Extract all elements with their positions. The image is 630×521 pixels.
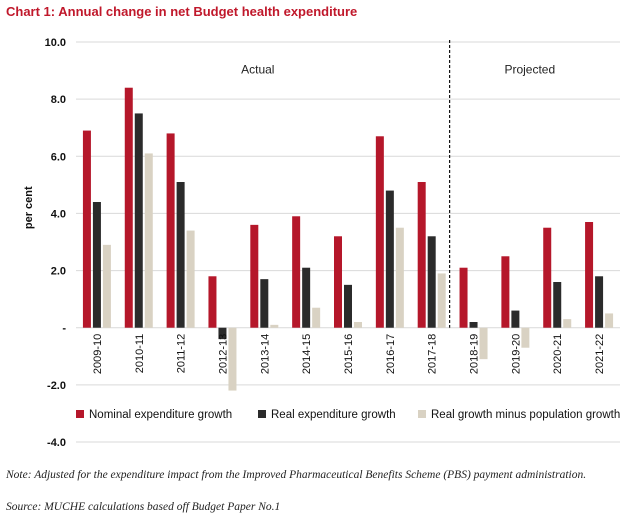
bar-2017-18-s1 — [417, 182, 426, 328]
bar-2009-10-s1 — [82, 130, 91, 328]
bar-2012-13-s2 — [218, 327, 227, 340]
y-tick-label: -2.0 — [47, 380, 66, 392]
bar-chart: 10.0 8.0 6.0 4.0 2.0 - -2.0 -4.0 2009-10 2010-11… — [23, 37, 620, 449]
bar-2014-15-s2 — [302, 267, 311, 328]
bar-2016-17-s2 — [385, 190, 394, 328]
bar-2015-16-s2 — [344, 284, 352, 328]
bar-2018-19-s2 — [469, 322, 478, 328]
x-tick-label: 2017-18 — [427, 334, 439, 374]
bar-2018-19-s1 — [459, 267, 468, 328]
bar-2016-17-s1 — [375, 136, 384, 328]
bar-2013-14-s3 — [270, 324, 279, 328]
legend-label-2: Real expenditure growth — [271, 409, 396, 421]
bar-2009-10-s3 — [102, 244, 111, 328]
bar-2021-22-s1 — [585, 222, 594, 328]
bar-2013-14-s2 — [260, 279, 269, 328]
y-tick-label: 6.0 — [51, 151, 66, 163]
bar-2020-21-s2 — [553, 282, 562, 328]
bar-2019-20-s3 — [521, 327, 530, 348]
bar-2015-16-s3 — [354, 322, 362, 328]
bar-2015-16-s1 — [334, 236, 342, 328]
bar-2011-12-s1 — [166, 133, 175, 328]
x-tick-label: 2013-14 — [259, 334, 271, 374]
bar-2017-18-s3 — [437, 273, 446, 328]
legend-label-1: Nominal expenditure growth — [89, 409, 232, 421]
x-tick-label: 2020-21 — [552, 334, 564, 374]
bar-2011-12-s3 — [186, 230, 195, 328]
y-tick-label: 4.0 — [51, 208, 66, 220]
y-tick-label: -4.0 — [47, 437, 66, 449]
legend-swatch-3 — [418, 410, 426, 418]
legend-swatch-2 — [258, 410, 266, 418]
y-tick-label: - — [62, 323, 66, 335]
bars — [82, 87, 614, 391]
x-tick-label: 2012-13 — [217, 334, 229, 374]
bar-2021-22-s3 — [605, 313, 614, 328]
bar-2009-10-s2 — [92, 202, 101, 328]
legend-label-3: Real growth minus population growth — [431, 409, 620, 421]
gridlines — [76, 41, 620, 443]
y-tick-label: 8.0 — [51, 94, 66, 106]
bar-2018-19-s3 — [479, 327, 488, 360]
bar-2019-20-s2 — [511, 310, 520, 328]
bar-2020-21-s1 — [543, 227, 552, 328]
x-tick-label: 2018-19 — [469, 334, 481, 374]
bar-2014-15-s3 — [312, 307, 321, 328]
y-axis-label: per cent — [23, 186, 35, 229]
x-tick-label: 2014-15 — [301, 334, 313, 374]
annotation-actual: Actual — [241, 62, 274, 76]
chart-title: Chart 1: Annual change in net Budget hea… — [6, 4, 358, 19]
bar-2012-13-s1 — [208, 276, 217, 328]
y-tick-label: 2.0 — [51, 266, 66, 278]
bar-2010-11-s3 — [144, 153, 153, 328]
bar-2010-11-s1 — [124, 87, 133, 328]
x-tick-label: 2010-11 — [134, 334, 146, 374]
x-tick-label: 2015-16 — [343, 334, 355, 374]
chart-note: Note: Adjusted for the expenditure impac… — [6, 469, 587, 481]
bar-2011-12-s2 — [176, 182, 185, 328]
chart-source: Source: MUCHE calculations based off Bud… — [6, 501, 281, 513]
y-tick-label: 10.0 — [45, 37, 66, 49]
x-tick-label: 2019-20 — [510, 334, 522, 374]
bar-2014-15-s1 — [292, 216, 301, 328]
bar-2010-11-s2 — [134, 113, 143, 328]
bar-2012-13-s3 — [228, 327, 237, 391]
legend-swatch-1 — [76, 410, 84, 418]
y-axis-ticks: 10.0 8.0 6.0 4.0 2.0 - -2.0 -4.0 — [45, 37, 67, 449]
x-axis-ticks: 2009-10 2010-11 2011-12 2012-13 2013-14 2014-… — [92, 334, 606, 374]
bar-2016-17-s3 — [395, 227, 404, 328]
x-tick-label: 2009-10 — [92, 334, 104, 374]
bar-2020-21-s3 — [563, 319, 572, 328]
x-tick-label: 2011-12 — [176, 334, 188, 374]
bar-2017-18-s2 — [427, 236, 436, 328]
legend: Nominal expenditure growth Real expenditu… — [76, 409, 620, 421]
x-tick-label: 2016-17 — [385, 334, 397, 374]
bar-2021-22-s2 — [595, 276, 604, 328]
annotation-projected: Projected — [504, 62, 555, 76]
bar-2019-20-s1 — [501, 256, 510, 328]
bar-2013-14-s1 — [250, 224, 259, 328]
x-tick-label: 2021-22 — [594, 334, 606, 374]
